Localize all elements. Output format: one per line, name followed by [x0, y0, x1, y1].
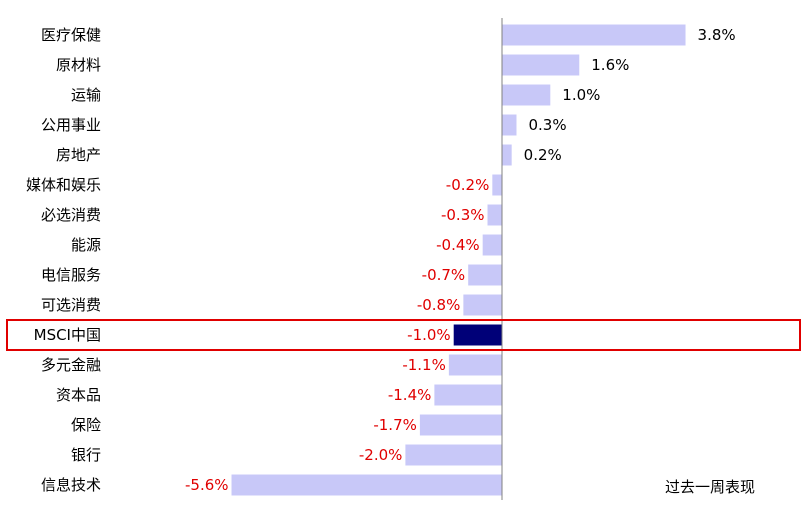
- value-label-12: -1.4%: [388, 386, 432, 404]
- value-label-8: -0.7%: [422, 266, 466, 284]
- value-label-7: -0.4%: [436, 236, 480, 254]
- bar-3: [502, 114, 517, 136]
- bar-11: [448, 354, 502, 376]
- category-label-1: 原材料: [56, 56, 101, 74]
- value-label-13: -1.7%: [373, 416, 417, 434]
- category-label-5: 媒体和娱乐: [26, 176, 101, 194]
- value-label-6: -0.3%: [441, 206, 485, 224]
- category-label-8: 电信服务: [41, 266, 101, 284]
- category-label-14: 银行: [71, 446, 101, 464]
- category-label-3: 公用事业: [41, 116, 101, 134]
- bar-7: [482, 234, 502, 256]
- bar-4: [502, 144, 512, 166]
- value-label-1: 1.6%: [591, 56, 629, 74]
- value-labels-group: 3.8% 1.6% 1.0% 0.3% 0.2% -0.2% -0.3% -0.4% -0.7%…: [185, 26, 736, 494]
- value-label-0: 3.8%: [698, 26, 736, 44]
- value-label-11: -1.1%: [402, 356, 446, 374]
- value-label-2: 1.0%: [562, 86, 600, 104]
- category-label-9: 可选消费: [41, 296, 101, 314]
- bar-14: [405, 444, 502, 466]
- category-label-0: 医疗保健: [41, 26, 101, 44]
- bar-15: [231, 474, 502, 496]
- category-label-2: 运输: [71, 86, 101, 104]
- category-label-12: 资本品: [56, 386, 101, 404]
- bar-12: [434, 384, 502, 406]
- legend-label: 过去一周表现: [665, 478, 755, 496]
- bar-6: [487, 204, 502, 226]
- category-label-7: 能源: [71, 236, 101, 254]
- highlight-box: [6, 319, 801, 351]
- bar-1: [502, 54, 580, 76]
- bar-5: [492, 174, 502, 196]
- bar-13: [419, 414, 502, 436]
- value-label-14: -2.0%: [359, 446, 403, 464]
- value-label-10: -1.0%: [407, 326, 451, 344]
- bar-8: [468, 264, 502, 286]
- category-label-6: 必选消费: [41, 206, 101, 224]
- bars-group: [231, 24, 686, 496]
- value-label-9: -0.8%: [417, 296, 461, 314]
- bar-2: [502, 84, 551, 106]
- category-label-15: 信息技术: [41, 476, 101, 494]
- bar-0: [502, 24, 686, 46]
- bar-10: [453, 324, 502, 346]
- value-label-3: 0.3%: [528, 116, 566, 134]
- value-label-15: -5.6%: [185, 476, 229, 494]
- category-label-11: 多元金融: [41, 356, 101, 374]
- category-label-13: 保险: [71, 416, 101, 434]
- value-label-5: -0.2%: [446, 176, 490, 194]
- bar-9: [463, 294, 502, 316]
- value-label-4: 0.2%: [524, 146, 562, 164]
- category-label-4: 房地产: [56, 146, 101, 164]
- category-label-10: MSCI中国: [34, 326, 101, 344]
